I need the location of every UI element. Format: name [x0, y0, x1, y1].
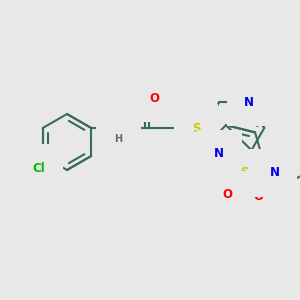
Text: N: N	[270, 167, 280, 179]
Text: H: H	[114, 134, 122, 144]
Text: Cl: Cl	[32, 161, 45, 175]
Text: N: N	[244, 95, 254, 109]
Text: N: N	[214, 148, 224, 160]
Text: O: O	[149, 92, 159, 104]
Text: S: S	[192, 122, 200, 134]
Text: S: S	[241, 167, 249, 179]
Text: O: O	[254, 190, 264, 203]
Text: O: O	[223, 188, 233, 202]
Text: N: N	[113, 121, 123, 134]
